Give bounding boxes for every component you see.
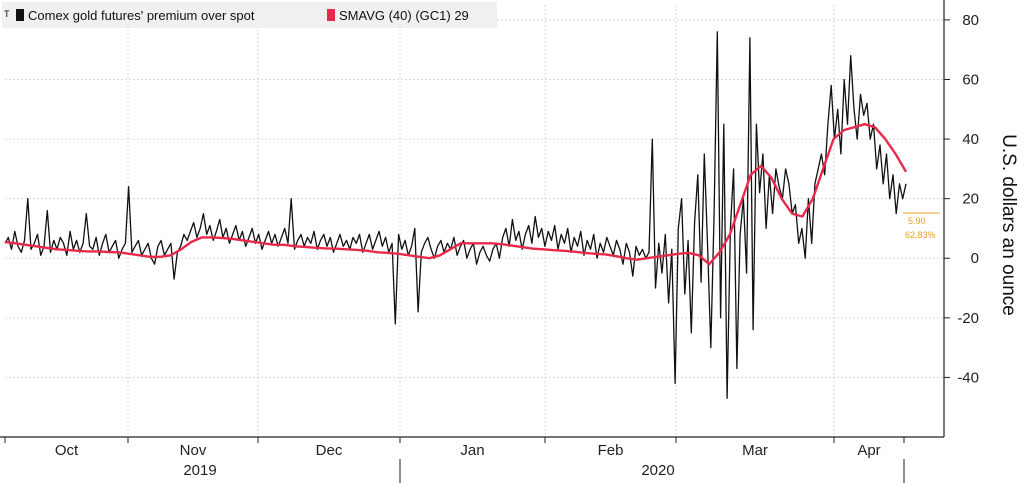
legend-marker-glyph: ᵀ (4, 8, 10, 23)
x-year-label: 2019 (183, 462, 216, 479)
callout-percent: 62.83% (905, 230, 936, 240)
y-tick-label: -40 (957, 369, 979, 386)
x-tick-label: Feb (598, 442, 624, 459)
callout-value: 5.90 (908, 216, 926, 226)
legend-label-price: Comex gold futures' premium over spot (28, 8, 255, 23)
axes: 80 60 40 20 0 -20 -40 Oct Nov Dec Jan Feb Mar Apr 2019… (0, 0, 979, 483)
y-tick-label: 40 (962, 131, 979, 148)
legend-swatch-price (16, 9, 24, 21)
legend: ᵀ Comex gold futures' premium over spot … (2, 2, 497, 28)
legend-background (2, 2, 497, 28)
x-tick-label: Mar (742, 442, 768, 459)
y-axis-label: U.S. dollars an ounce (998, 134, 1019, 316)
x-tick-label: Jan (460, 442, 484, 459)
y-tick-label: 60 (962, 71, 979, 88)
legend-swatch-smavg (327, 9, 335, 21)
last-value-callout: 5.90 62.83% (903, 212, 940, 240)
x-tick-label: Dec (316, 442, 343, 459)
x-tick-label: Apr (857, 442, 880, 459)
x-tick-label: Nov (180, 442, 207, 459)
y-tick-label: 0 (971, 250, 979, 267)
y-tick-label: 20 (962, 191, 979, 208)
legend-label-smavg: SMAVG (40) (GC1) 29 (339, 8, 469, 23)
x-tick-label: Oct (55, 442, 79, 459)
y-tick-label: -20 (957, 310, 979, 327)
series-line-smavg (4, 122, 908, 266)
series-layer (4, 31, 908, 399)
x-year-label: 2020 (641, 462, 674, 479)
y-tick-label: 80 (962, 12, 979, 29)
